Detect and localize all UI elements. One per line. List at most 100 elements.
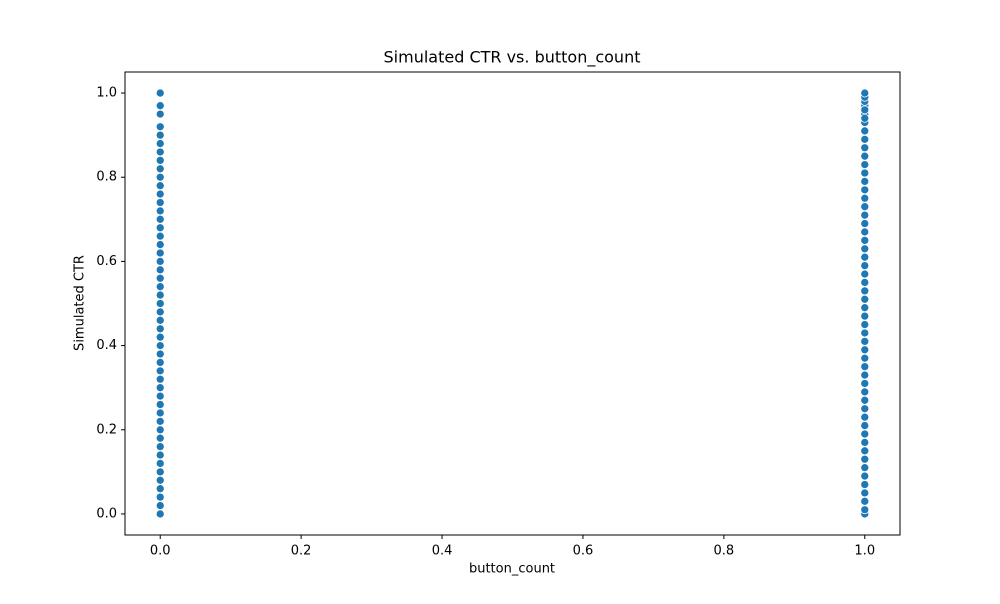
point (860, 134, 870, 144)
point (155, 358, 165, 367)
point (860, 311, 870, 321)
point (155, 299, 165, 308)
point (860, 236, 870, 245)
point (155, 450, 165, 460)
point (860, 185, 870, 195)
point (860, 261, 870, 270)
point (860, 387, 870, 397)
point (155, 109, 165, 119)
point (860, 227, 870, 237)
point (155, 88, 165, 98)
point (155, 509, 165, 519)
point (155, 475, 165, 485)
point (155, 231, 165, 241)
point (155, 433, 165, 443)
point (155, 214, 165, 224)
point (155, 408, 165, 418)
point (155, 290, 165, 300)
point (860, 151, 870, 161)
point (860, 143, 870, 153)
point (860, 202, 870, 212)
point (155, 374, 165, 384)
point (155, 172, 165, 182)
point (155, 442, 165, 451)
point (860, 88, 870, 98)
point (860, 345, 870, 355)
point (155, 206, 165, 216)
point (860, 328, 870, 338)
point (860, 320, 870, 329)
point (860, 168, 870, 178)
y-tick-label: 1.0 (96, 86, 117, 101)
point (860, 210, 870, 220)
chart-title: Simulated CTR vs. button_count (384, 48, 641, 68)
x-tick-label: 0.8 (714, 544, 735, 559)
point (155, 198, 165, 207)
point (860, 160, 870, 169)
point (155, 425, 165, 435)
y-tick-label: 0.8 (96, 170, 117, 185)
point (155, 257, 165, 266)
point (155, 332, 165, 342)
point (860, 303, 870, 313)
point (155, 164, 165, 174)
point (860, 219, 870, 228)
point (155, 307, 165, 317)
point (860, 193, 870, 203)
point (155, 248, 165, 258)
point (155, 324, 165, 334)
point (155, 349, 165, 359)
point (860, 454, 870, 464)
point (155, 189, 165, 199)
point (155, 156, 165, 165)
point (155, 181, 165, 190)
y-tick-label: 0.0 (96, 506, 117, 521)
point (155, 147, 165, 157)
x-tick-label: 0.2 (291, 544, 312, 559)
point (155, 484, 165, 494)
y-tick-label: 0.2 (96, 422, 117, 437)
point (155, 273, 165, 283)
point (155, 282, 165, 292)
point (860, 353, 870, 363)
point (860, 421, 870, 430)
y-tick-label: 0.6 (96, 254, 117, 269)
point (860, 395, 870, 405)
point (860, 252, 870, 262)
point (860, 463, 870, 473)
point (860, 505, 870, 515)
point (155, 341, 165, 350)
point (155, 459, 165, 468)
point (860, 105, 870, 115)
point (860, 471, 870, 481)
point (155, 315, 165, 325)
point (860, 278, 870, 287)
point (860, 337, 870, 346)
plot-frame (124, 71, 901, 536)
point (860, 370, 870, 380)
point (860, 113, 870, 123)
point (860, 488, 870, 498)
point (155, 101, 165, 111)
point (860, 412, 870, 422)
point (860, 379, 870, 388)
point (155, 139, 165, 148)
point (860, 496, 870, 506)
point (860, 404, 870, 414)
y-axis-label: Simulated CTR (73, 255, 88, 351)
point (155, 240, 165, 249)
point (860, 269, 870, 279)
point (860, 480, 870, 489)
point (155, 130, 165, 140)
point (860, 446, 870, 456)
point (155, 391, 165, 401)
point (155, 467, 165, 477)
x-tick-label: 0.0 (150, 544, 171, 559)
point (155, 122, 165, 132)
point (155, 492, 165, 502)
point (155, 417, 165, 426)
point (860, 362, 870, 371)
